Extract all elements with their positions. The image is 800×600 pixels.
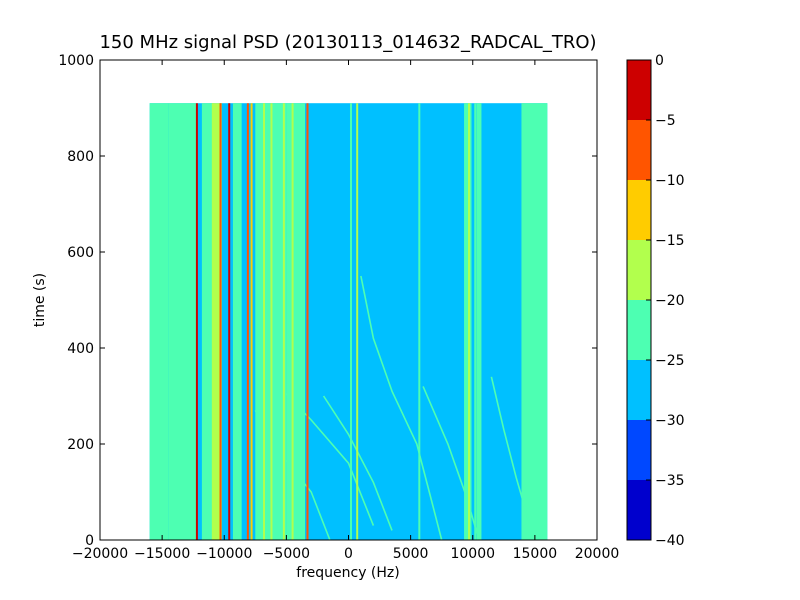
x-tick-label: 10000: [450, 546, 495, 562]
colorbar-segment: [627, 360, 651, 420]
heatmap-band: [464, 103, 472, 540]
heatmap-band: [149, 103, 169, 540]
chart-title: 150 MHz signal PSD (20130113_014632_RADC…: [99, 32, 596, 53]
colorbar-tick-label: −30: [655, 413, 685, 429]
heatmap-band: [232, 103, 242, 540]
heatmap-track: [254, 410, 331, 541]
x-tick-label: −5000: [263, 546, 310, 562]
x-tick-label: −15000: [134, 546, 190, 562]
colorbar-tick-label: −5: [655, 113, 676, 129]
x-axis-label: frequency (Hz): [296, 565, 399, 581]
heatmap-band: [522, 103, 548, 540]
colorbar-tick-label: 0: [655, 53, 664, 69]
colorbar-tick-label: −40: [655, 533, 685, 549]
colorbar-tick-label: −10: [655, 173, 685, 189]
x-tick-label: −20000: [72, 546, 128, 562]
colorbar-segment: [627, 420, 651, 480]
colorbar-segment: [627, 180, 651, 240]
colorbar-segment: [627, 60, 651, 120]
colorbar-segment: [627, 480, 651, 540]
x-tick-label: 5000: [393, 546, 429, 562]
heatmap-image: [149, 103, 548, 541]
heatmap-track: [422, 386, 480, 541]
heatmap-track: [322, 395, 393, 531]
y-tick-label: 600: [67, 245, 94, 261]
colorbar-tick-label: −35: [655, 473, 685, 489]
colorbar-tick-label: −15: [655, 233, 685, 249]
colorbar-tick-label: −20: [655, 293, 685, 309]
heatmap-band: [201, 103, 215, 540]
y-tick-label: 800: [67, 149, 94, 165]
x-axis: −20000 −15000 −10000 −5000 0 5000 10000 15000 20…: [72, 60, 619, 562]
y-tick-label: 400: [67, 341, 94, 357]
y-tick-label: 0: [85, 533, 94, 549]
x-tick-label: −10000: [196, 546, 252, 562]
heatmap-track: [360, 275, 443, 541]
y-tick-label: 1000: [58, 53, 94, 69]
x-tick-label: 20000: [575, 546, 620, 562]
colorbar-tick-label: −25: [655, 353, 685, 369]
heatmap-band: [286, 103, 306, 540]
plot-area: [99, 59, 598, 541]
x-tick-label: 0: [344, 546, 353, 562]
heatmap-band: [168, 103, 197, 540]
y-axis-label: time (s): [32, 273, 48, 327]
colorbar: −40 −35 −30 −25 −20 −15 −10 −5 0: [626, 53, 685, 549]
heatmap-band: [476, 103, 482, 540]
y-axis: 0 200 400 600 800 1000: [58, 53, 597, 549]
colorbar-segment: [627, 240, 651, 300]
x-tick-label: 15000: [513, 546, 558, 562]
y-tick-label: 200: [67, 437, 94, 453]
heatmap-band: [211, 103, 222, 540]
colorbar-segment: [627, 300, 651, 360]
colorbar-segment: [627, 120, 651, 180]
